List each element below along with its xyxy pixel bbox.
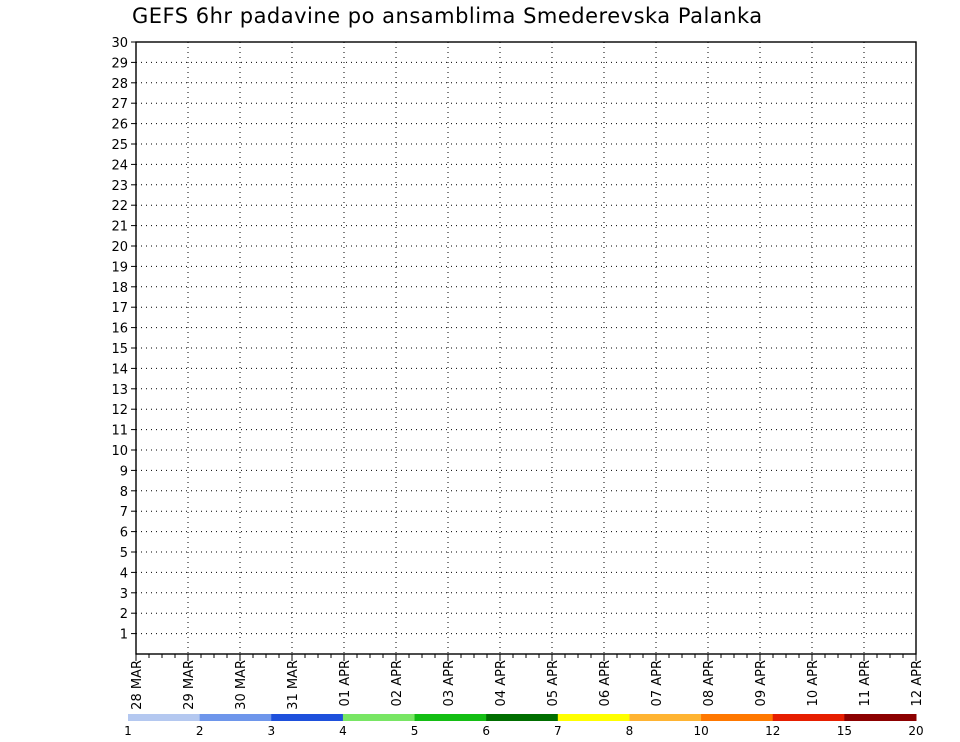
y-tick-label: 17 bbox=[111, 301, 128, 316]
x-tick-label: 10 APR bbox=[806, 660, 821, 706]
x-tick-label: 11 APR bbox=[858, 660, 873, 706]
y-tick-label: 3 bbox=[120, 587, 128, 602]
colorbar-swatch bbox=[557, 714, 630, 721]
y-tick-label: 30 bbox=[111, 36, 128, 51]
x-tick-label: 30 MAR bbox=[234, 660, 249, 710]
x-tick-label: 08 APR bbox=[702, 660, 717, 706]
colorbar-label: 8 bbox=[626, 724, 634, 738]
y-tick-label: 11 bbox=[111, 424, 128, 439]
colorbar-label: 5 bbox=[411, 724, 419, 738]
colorbar-swatch bbox=[629, 714, 702, 721]
x-tick-label: 07 APR bbox=[650, 660, 665, 706]
colorbar-swatch bbox=[271, 714, 344, 721]
x-tick-label: 12 APR bbox=[910, 660, 925, 706]
y-tick-label: 21 bbox=[111, 220, 128, 235]
colorbar-swatch bbox=[342, 714, 416, 721]
x-tick-label: 29 MAR bbox=[182, 660, 197, 710]
chart-title: GEFS 6hr padavine po ansamblima Smederev… bbox=[132, 4, 763, 28]
y-tick-label: 16 bbox=[111, 322, 128, 337]
x-tick-label: 03 APR bbox=[442, 660, 457, 706]
y-tick-label: 13 bbox=[111, 383, 128, 398]
colorbar-swatch bbox=[414, 714, 487, 721]
y-tick-label: 15 bbox=[111, 342, 128, 357]
colorbar-label: 15 bbox=[837, 724, 852, 738]
colorbar-label: 10 bbox=[693, 724, 708, 738]
y-tick-label: 4 bbox=[120, 566, 128, 581]
y-tick-label: 29 bbox=[111, 56, 128, 71]
colorbar-label: 7 bbox=[554, 724, 562, 738]
colorbar-swatch bbox=[486, 714, 559, 721]
colorbar-swatch bbox=[701, 714, 774, 721]
colorbar-swatch bbox=[128, 714, 201, 721]
y-tick-label: 18 bbox=[111, 281, 128, 296]
colorbar-label: 2 bbox=[196, 724, 204, 738]
y-tick-label: 26 bbox=[111, 118, 128, 133]
colorbar-label: 12 bbox=[765, 724, 780, 738]
colorbar-label: 4 bbox=[339, 724, 347, 738]
colorbar-label: 20 bbox=[908, 724, 923, 738]
y-tick-label: 25 bbox=[111, 138, 128, 153]
y-tick-label: 7 bbox=[120, 505, 128, 520]
x-tick-label: 28 MAR bbox=[130, 660, 145, 710]
x-tick-label: 06 APR bbox=[598, 660, 613, 706]
colorbar-label: 1 bbox=[124, 724, 132, 738]
colorbar-swatch bbox=[772, 714, 845, 721]
y-tick-label: 2 bbox=[120, 607, 128, 622]
x-tick-label: 09 APR bbox=[754, 660, 769, 706]
y-tick-label: 5 bbox=[120, 546, 128, 561]
x-tick-label: 05 APR bbox=[546, 660, 561, 706]
y-tick-label: 8 bbox=[120, 485, 128, 500]
colorbar-label: 6 bbox=[482, 724, 490, 738]
y-tick-label: 6 bbox=[120, 526, 128, 541]
y-tick-label: 23 bbox=[111, 179, 128, 194]
y-tick-label: 27 bbox=[111, 97, 128, 112]
y-tick-label: 22 bbox=[111, 199, 128, 214]
colorbar-swatch bbox=[844, 714, 917, 721]
x-tick-label: 02 APR bbox=[390, 660, 405, 706]
y-tick-label: 14 bbox=[111, 362, 128, 377]
y-tick-label: 1 bbox=[120, 628, 128, 643]
y-tick-label: 19 bbox=[111, 260, 128, 275]
x-tick-label: 04 APR bbox=[494, 660, 509, 706]
y-tick-label: 12 bbox=[111, 403, 128, 418]
x-tick-label: 01 APR bbox=[338, 660, 353, 706]
y-tick-label: 28 bbox=[111, 77, 128, 92]
x-tick-label: 31 MAR bbox=[286, 660, 301, 710]
y-tick-label: 10 bbox=[111, 444, 128, 459]
colorbar-label: 3 bbox=[267, 724, 275, 738]
colorbar-swatch bbox=[199, 714, 272, 721]
y-tick-label: 24 bbox=[111, 158, 128, 173]
y-tick-label: 20 bbox=[111, 240, 128, 255]
y-tick-label: 9 bbox=[120, 464, 128, 479]
